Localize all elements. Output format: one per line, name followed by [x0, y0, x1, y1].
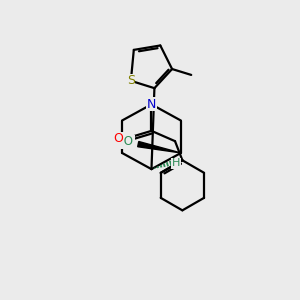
Text: N: N	[147, 98, 156, 111]
Text: S: S	[127, 74, 135, 87]
Text: O: O	[114, 132, 123, 145]
Polygon shape	[138, 142, 181, 153]
Text: HO: HO	[116, 135, 134, 148]
Text: H: H	[172, 158, 180, 168]
